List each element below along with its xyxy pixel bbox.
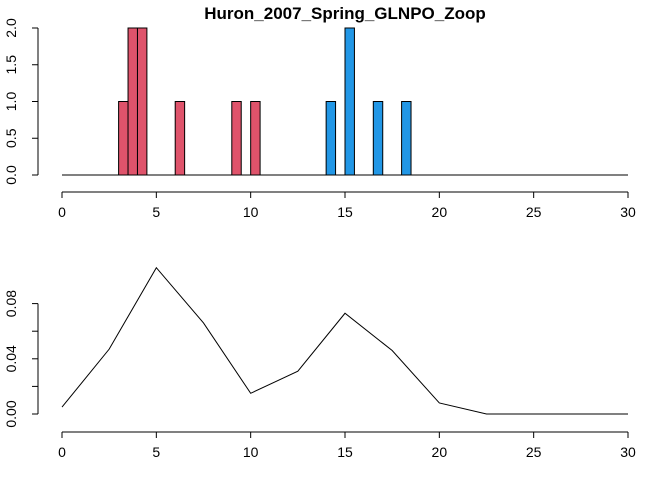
x-tick-label: 15 — [337, 204, 353, 220]
density-line-panel: 0 5 10 15 20 25 30 0.00 0.04 0.08 — [3, 266, 636, 460]
x-tick-label: 15 — [337, 444, 353, 460]
x-tick-label: 20 — [432, 204, 448, 220]
y-tick-label: 1.0 — [3, 92, 19, 112]
histogram-bar — [250, 101, 261, 176]
y-tick-label: 2.0 — [3, 18, 19, 38]
histogram-bar — [372, 101, 384, 176]
density-line — [61, 266, 628, 415]
x-tick-label: 5 — [152, 204, 160, 220]
x-tick-label: 20 — [432, 444, 448, 460]
histogram-bar — [231, 101, 242, 176]
y-tick-label: 1.5 — [3, 55, 19, 75]
y-tick-label: 0.00 — [3, 400, 19, 427]
histogram-bar — [325, 101, 337, 176]
histogram-bar — [127, 27, 138, 176]
x-tick-label: 25 — [526, 444, 542, 460]
x-tick-label: 0 — [58, 444, 66, 460]
histogram-panel: 0 5 10 15 20 25 30 0.0 0.5 1.0 1.5 2.0 — [3, 18, 636, 220]
y-tick-label: 0.08 — [3, 290, 19, 317]
x-tick-label: 5 — [152, 444, 160, 460]
y-tick-label: 0.04 — [3, 345, 19, 372]
x-tick-label: 0 — [58, 204, 66, 220]
x-tick-label: 10 — [243, 204, 259, 220]
histogram-bar — [344, 27, 355, 176]
histogram-bar — [174, 101, 186, 176]
x-tick-label: 30 — [620, 444, 636, 460]
histogram-bar — [118, 101, 129, 176]
histogram-bar — [401, 101, 412, 176]
chart-title: Huron_2007_Spring_GLNPO_Zoop — [204, 4, 486, 23]
x-tick-label: 10 — [243, 444, 259, 460]
y-tick-label: 0.5 — [3, 128, 19, 148]
x-tick-label: 25 — [526, 204, 542, 220]
x-tick-label: 30 — [620, 204, 636, 220]
histogram-bar — [136, 27, 148, 176]
y-tick-label: 0.0 — [3, 165, 19, 185]
